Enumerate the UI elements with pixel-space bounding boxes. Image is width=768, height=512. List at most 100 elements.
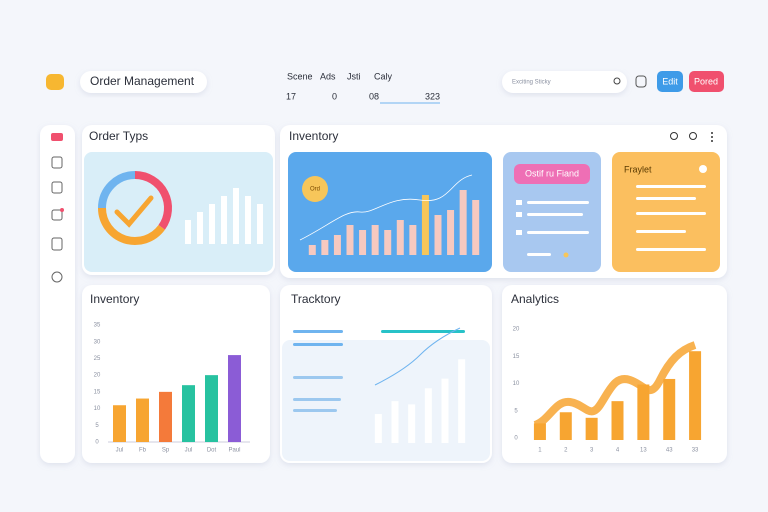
card-title: Order Typs <box>89 129 148 143</box>
pored-button[interactable] <box>689 71 724 92</box>
logo <box>46 74 64 90</box>
more-icon[interactable] <box>711 132 713 134</box>
list-pill[interactable] <box>514 164 590 184</box>
stat: 08 <box>369 91 379 101</box>
track-line <box>374 327 461 386</box>
bar <box>308 245 316 255</box>
bar <box>637 384 650 440</box>
x-tick-label: 2 <box>564 448 568 454</box>
bar <box>441 378 449 443</box>
bar <box>434 215 442 255</box>
bar <box>197 212 203 244</box>
y-tick-label: 5 <box>514 408 518 414</box>
x-tick-label: 43 <box>666 448 673 454</box>
track-row <box>293 409 337 412</box>
bar <box>409 225 417 255</box>
x-tick-label: 1 <box>538 448 542 454</box>
y-tick-label: 0 <box>514 436 518 442</box>
nav-menu[interactable] <box>51 133 63 141</box>
y-tick-label: 35 <box>94 323 101 329</box>
nav-docs[interactable] <box>51 237 63 251</box>
y-tick-label: 15 <box>94 389 101 395</box>
x-tick-label: 3 <box>590 448 594 454</box>
pored-button-label: Pored <box>694 76 718 86</box>
card-title: Inventory <box>289 129 338 143</box>
track-row <box>293 330 343 333</box>
edit-button[interactable] <box>657 71 683 92</box>
stat: 323 <box>425 91 440 101</box>
bar <box>371 225 379 255</box>
bar <box>611 401 624 440</box>
donut-segment <box>134 171 172 230</box>
y-tick-label: 15 <box>513 354 520 360</box>
bar <box>447 210 455 255</box>
list-dot <box>563 252 569 258</box>
list-rows <box>516 200 589 258</box>
y-tick-label: 5 <box>95 423 99 429</box>
list-icon <box>516 230 522 235</box>
lock-icon[interactable] <box>635 75 647 88</box>
y-tick-label: 30 <box>94 339 101 345</box>
side-row <box>636 230 686 233</box>
bar <box>346 225 354 255</box>
bar <box>663 378 676 440</box>
list-row <box>527 253 551 256</box>
bar <box>136 398 149 442</box>
side-row <box>636 212 706 215</box>
y-tick-label: 20 <box>94 373 101 379</box>
x-tick-label: Paul <box>228 448 240 454</box>
stat: 17 <box>286 91 296 101</box>
x-tick-label: Jul <box>116 448 124 454</box>
bar <box>424 388 432 443</box>
search-icon[interactable] <box>670 132 678 140</box>
side-panel-title: Fraylet <box>624 164 652 174</box>
zoom-icon[interactable] <box>689 132 697 140</box>
tab[interactable]: Scene <box>287 71 313 81</box>
nav-settings[interactable] <box>51 271 63 283</box>
side-row <box>636 197 696 200</box>
nav-orders[interactable] <box>51 156 63 169</box>
more-icon[interactable] <box>711 136 713 138</box>
bar <box>113 405 126 442</box>
list-icon <box>516 212 522 217</box>
list-row <box>527 231 589 234</box>
nav-users[interactable] <box>51 181 63 194</box>
track-row <box>293 376 343 379</box>
tab[interactable]: Caly <box>374 71 393 81</box>
bar <box>391 401 399 443</box>
stat: 0 <box>332 91 337 101</box>
bar <box>257 204 263 244</box>
search-icon[interactable] <box>613 77 621 85</box>
track-row <box>381 330 465 333</box>
bar <box>421 195 429 255</box>
list-pill-label: Ostif ru Fiand <box>525 168 579 178</box>
bar <box>396 220 404 255</box>
y-tick-label: 20 <box>513 327 520 333</box>
x-tick-label: 33 <box>692 448 699 454</box>
bar <box>205 375 218 442</box>
bar <box>209 204 215 244</box>
bar <box>321 240 329 255</box>
side-row <box>636 248 706 251</box>
tab[interactable]: Jsti <box>347 71 361 81</box>
bar <box>159 391 172 442</box>
search-box[interactable] <box>502 71 627 93</box>
bar <box>408 404 416 443</box>
nav-inbox[interactable] <box>51 209 63 221</box>
bar <box>459 190 467 255</box>
side-panel-icon[interactable] <box>699 165 707 173</box>
list-icon <box>516 200 522 205</box>
tab[interactable]: Ads <box>320 71 336 81</box>
track-row <box>293 398 341 401</box>
more-icon[interactable] <box>711 140 713 142</box>
bar <box>689 351 702 440</box>
card-title: Analytics <box>511 292 559 306</box>
card-title: Inventory <box>90 292 139 306</box>
bar <box>228 355 241 442</box>
y-tick-label: 25 <box>94 356 101 362</box>
bar <box>458 359 466 443</box>
list-row <box>527 213 583 216</box>
trend-line <box>299 174 473 241</box>
